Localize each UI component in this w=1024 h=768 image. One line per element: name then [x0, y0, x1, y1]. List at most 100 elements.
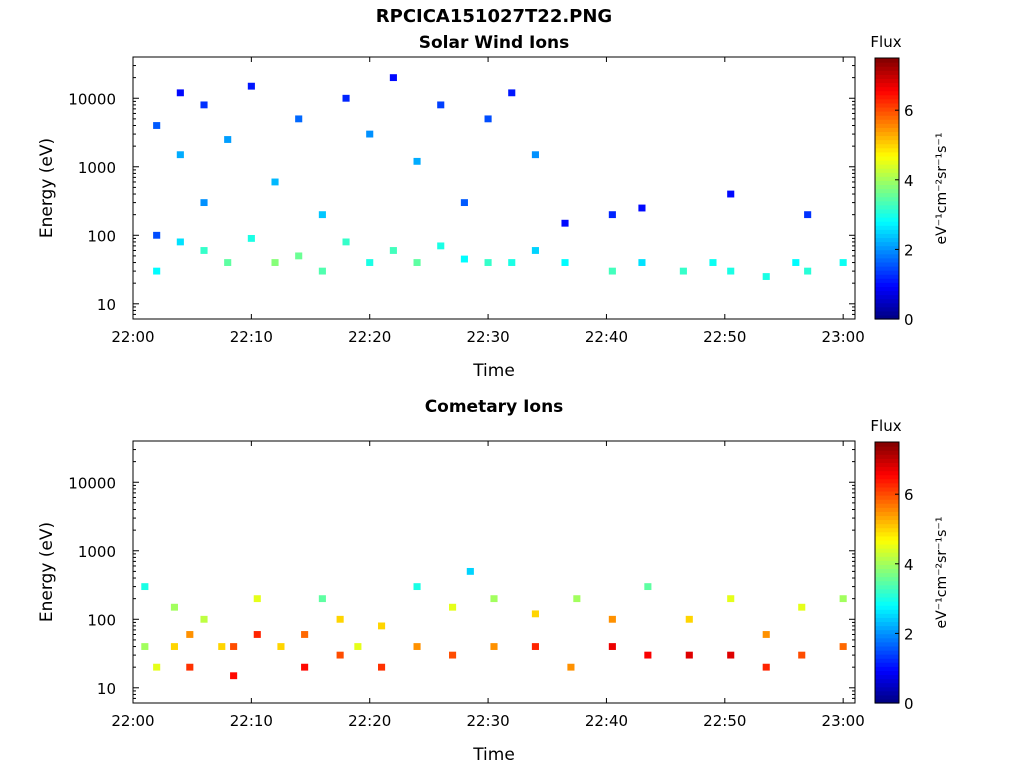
panel-1-x-tick-label-1: 22:10 [230, 712, 273, 730]
panel-1-colorbar-band-57 [875, 466, 899, 472]
panel-0-heatmap-cell-3 [176, 238, 184, 246]
panel-0-colorbar-band-37 [875, 164, 899, 169]
panel-1-heatmap-cell-6 [186, 631, 194, 638]
panel-1-heatmap-cell-9 [230, 672, 238, 680]
panel-1-colorbar-band-36 [875, 552, 899, 557]
panel-0-heatmap-cell-40 [608, 211, 616, 219]
panel-0-colorbar-unit: eV⁻¹cm⁻²sr⁻¹s⁻¹ [934, 133, 950, 245]
panel-1-colorbar-tick-label-1: 2 [904, 625, 914, 643]
panel-1-heatmap-cell-15 [301, 631, 309, 638]
panel-0-colorbar-band-8 [875, 282, 899, 287]
panel-1-y-tick-label-3: 10000 [68, 474, 116, 492]
panel-0-heatmap-cell-0 [153, 267, 161, 275]
panel-0-heatmap-cell-12 [247, 82, 255, 90]
panel-0-y-axis-label: Energy (eV) [37, 138, 57, 238]
panel-1-heatmap-cell-34 [608, 615, 616, 623]
panel-0-panel-title: Solar Wind Ions [419, 33, 570, 53]
panel-1-colorbar-band-20 [875, 617, 899, 623]
panel-0-colorbar-band-33 [875, 180, 899, 186]
panel-1-colorbar-tick-label-0: 0 [904, 695, 914, 713]
panel-1-heatmap-cell-19 [354, 643, 362, 650]
panel-0-colorbar-band-12 [875, 265, 899, 271]
panel-0-colorbar-band-51 [875, 106, 899, 112]
panel-1-colorbar-band-32 [875, 568, 899, 574]
panel-1-colorbar-band-25 [875, 596, 899, 602]
panel-1-x-tick-label-6: 23:00 [822, 712, 865, 730]
panel-0-heatmap-cell-41 [638, 259, 646, 266]
panel-1-colorbar-band-12 [875, 649, 899, 655]
panel-0-colorbar-band-5 [875, 294, 899, 300]
panel-1-heatmap-cell-10 [230, 643, 238, 650]
panel-0-colorbar-tick-label-2: 4 [904, 172, 914, 190]
panel-1-colorbar-band-51 [875, 490, 899, 496]
panel-1-heatmap-cell-28 [490, 595, 498, 603]
panel-1-colorbar-band-0 [875, 698, 899, 704]
panel-0-colorbar-band-35 [875, 172, 899, 177]
panel-1-heatmap-cell-33 [608, 643, 616, 650]
panel-0-colorbar-band-56 [875, 86, 899, 92]
panel-1-colorbar-band-50 [875, 495, 899, 500]
panel-1-plot-border [132, 440, 856, 704]
panel-0-heatmap-cell-19 [342, 238, 350, 246]
panel-0-heatmap-cell-24 [389, 74, 397, 82]
panel-1-heatmap-cell-35 [644, 651, 652, 659]
panel-0-colorbar-band-45 [875, 131, 899, 137]
panel-1-colorbar-unit: eV⁻¹cm⁻²sr⁻¹s⁻¹ [934, 517, 950, 629]
panel-0-colorbar-band-27 [875, 204, 899, 210]
panel-0-heatmap-cell-26 [413, 157, 421, 165]
panel-0-heatmap-cell-13 [271, 259, 279, 266]
panel-0-heatmap-cell-15 [295, 252, 303, 260]
panel-0-colorbar-tick-label-0: 0 [904, 311, 914, 329]
panel-0-heatmap-cell-9 [224, 259, 232, 266]
panel-1-heatmap-cell-38 [685, 615, 693, 623]
panel-0-colorbar-band-52 [875, 102, 899, 108]
panel-0-colorbar-band-63 [875, 58, 899, 63]
panel-1-colorbar-band-1 [875, 694, 899, 700]
panel-0-colorbar-band-61 [875, 66, 899, 71]
panel-0-colorbar-band-53 [875, 98, 899, 104]
panel-1-colorbar-band-62 [875, 446, 899, 451]
panel-1-heatmap-cell-27 [490, 643, 498, 650]
panel-0-heatmap-cell-42 [638, 204, 646, 212]
panel-0-colorbar-band-2 [875, 306, 899, 312]
panel-0-heatmap-cell-17 [318, 267, 326, 275]
panel-1-colorbar-tick-label-3: 6 [904, 486, 914, 504]
panel-0-heatmap-cell-34 [508, 89, 516, 97]
panel-1-panel-title: Cometary Ions [425, 397, 564, 417]
panel-1-colorbar-band-59 [875, 458, 899, 463]
panel-0-colorbar-band-13 [875, 261, 899, 267]
panel-1-colorbar-band-3 [875, 686, 899, 692]
panel-1-colorbar-band-10 [875, 658, 899, 663]
panel-1-plot-area [133, 441, 855, 703]
panel-1-colorbar-band-27 [875, 588, 899, 594]
panel-1-colorbar-band-46 [875, 511, 899, 517]
panel-0-heatmap-cell-7 [200, 199, 208, 207]
panel-0-colorbar-band-1 [875, 310, 899, 316]
panel-1-colorbar-band-38 [875, 543, 899, 549]
panel-0-colorbar-band-48 [875, 119, 899, 124]
panel-1-colorbar-band-41 [875, 531, 899, 537]
panel-0-heatmap-cell-32 [484, 115, 492, 123]
panel-0-heatmap-cell-4 [176, 151, 184, 159]
panel-1-heatmap-cell-44 [798, 603, 806, 611]
panel-1-colorbar-band-34 [875, 560, 899, 565]
panel-1-colorbar-band-16 [875, 633, 899, 639]
panel-0-colorbar-band-47 [875, 123, 899, 128]
panel-1-colorbar-band-43 [875, 523, 899, 529]
panel-0-heatmap-cell-44 [709, 259, 717, 266]
panel-1-heatmap-cell-24 [449, 651, 457, 659]
panel-1-colorbar-band-55 [875, 474, 899, 480]
panel-0-colorbar-band-4 [875, 298, 899, 304]
panel-0-x-axis-label: Time [472, 361, 515, 381]
panel-0-heatmap-cell-10 [224, 136, 232, 143]
panel-0-y-tick-label-0: 10 [97, 296, 116, 314]
panel-0-colorbar-band-3 [875, 302, 899, 308]
panel-0-heatmap-cell-43 [679, 267, 687, 275]
panel-0-colorbar-band-24 [875, 217, 899, 222]
panel-1-colorbar-band-30 [875, 576, 899, 582]
panel-1-heatmap-cell-8 [218, 643, 226, 650]
panel-1-y-tick-label-1: 100 [87, 611, 116, 629]
panel-1-colorbar-band-39 [875, 539, 899, 545]
panel-1-colorbar-tick-label-2: 4 [904, 556, 914, 574]
panel-1-colorbar-band-61 [875, 450, 899, 455]
